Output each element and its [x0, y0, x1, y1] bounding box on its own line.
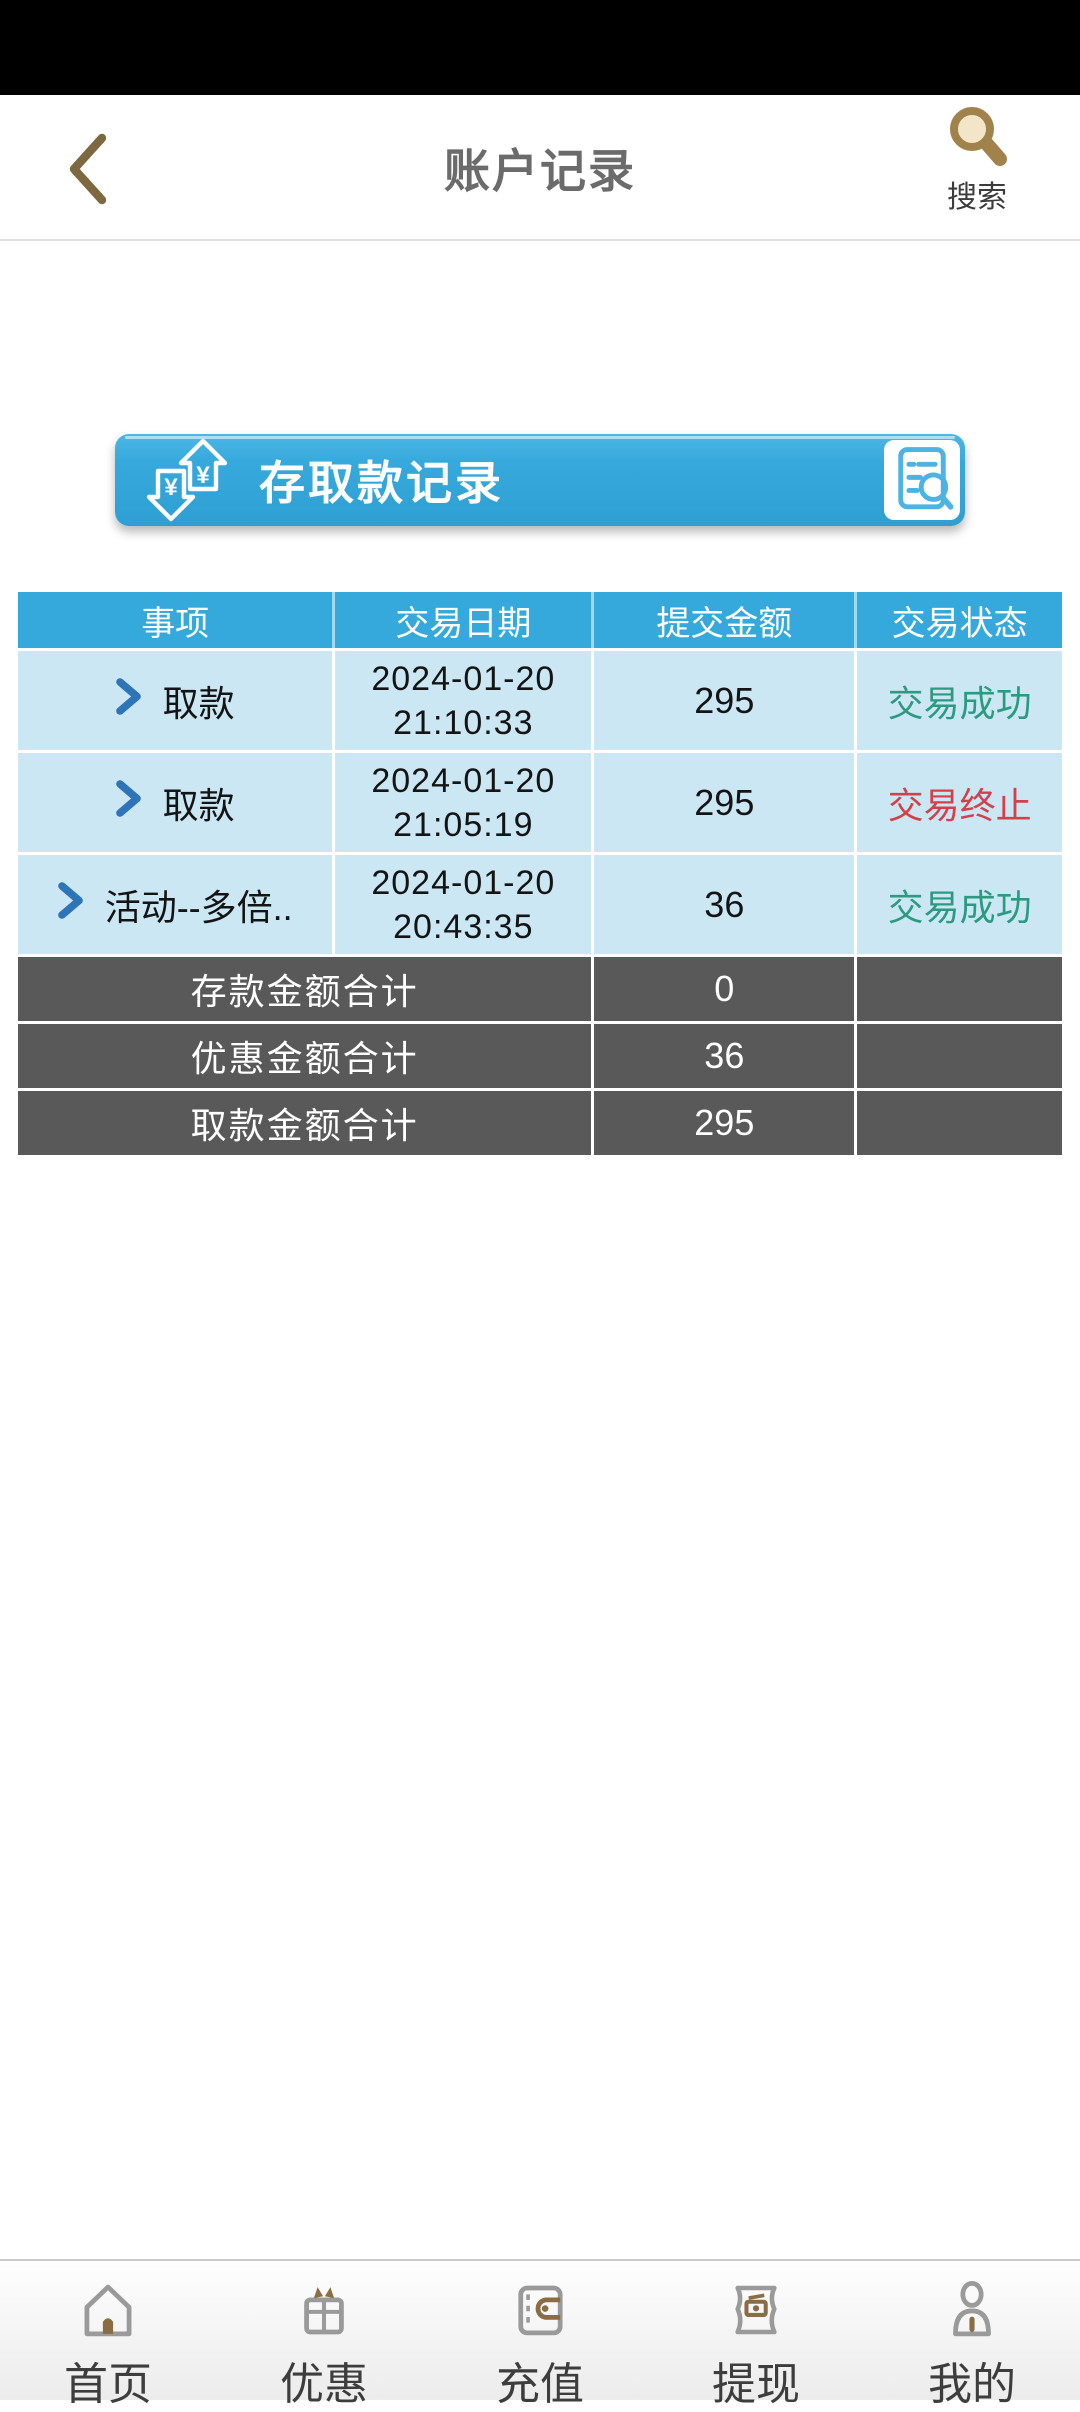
back-button[interactable]	[52, 131, 122, 211]
row-status: 交易成功	[887, 682, 1032, 724]
page-title: 账户记录	[444, 145, 636, 197]
banner-title: 存取款记录	[259, 457, 504, 509]
summary-empty-cell	[857, 957, 1062, 1021]
summary-amount: 0	[594, 957, 858, 1021]
record-search-button[interactable]	[884, 440, 960, 520]
table-row[interactable]: 取款 2024-01-20 21:10:33 295 交易成功	[18, 651, 1062, 750]
row-amount: 295	[594, 753, 858, 852]
bottom-nav: 首页 优惠 充值	[0, 2259, 1080, 2409]
row-expand-chevron-icon	[57, 881, 85, 928]
row-item-label: 取款	[162, 682, 235, 724]
row-expand-chevron-icon	[115, 677, 143, 724]
home-icon	[74, 2277, 142, 2348]
nav-item-promotions[interactable]: 优惠	[216, 2261, 432, 2409]
summary-row-bonus-total: 优惠金额合计 36	[18, 1024, 1062, 1088]
status-bar	[0, 0, 1080, 95]
nav-label: 提现	[712, 2360, 800, 2409]
row-date: 2024-01-20 21:10:33	[335, 651, 595, 750]
deposit-withdraw-banner: ¥ ¥ 存取款记录	[115, 434, 965, 526]
summary-row-withdraw-total: 取款金额合计 295	[18, 1091, 1062, 1155]
withdraw-icon	[722, 2277, 790, 2348]
summary-empty-cell	[857, 1091, 1062, 1155]
summary-label: 取款金额合计	[18, 1091, 595, 1155]
nav-item-home[interactable]: 首页	[0, 2261, 216, 2409]
deposit-withdraw-icon: ¥ ¥	[143, 435, 237, 525]
nav-item-withdraw[interactable]: 提现	[648, 2261, 864, 2409]
row-amount: 295	[594, 651, 858, 750]
column-header-amount: 提交金额	[594, 592, 858, 648]
app-header: 账户记录 搜索	[0, 95, 1080, 241]
summary-label: 存款金额合计	[18, 957, 595, 1021]
row-item-label: 取款	[162, 784, 235, 826]
records-table: 事项 交易日期 提交金额 交易状态 取款 2024-01-20 21:10:33…	[18, 592, 1062, 1155]
row-amount: 36	[594, 855, 858, 954]
row-expand-chevron-icon	[115, 779, 143, 826]
nav-label: 我的	[928, 2360, 1016, 2409]
row-item-label: 活动--多倍..	[104, 886, 293, 928]
svg-text:¥: ¥	[164, 474, 178, 501]
nav-item-recharge[interactable]: 充值	[432, 2261, 648, 2409]
nav-item-mine[interactable]: 我的	[864, 2261, 1080, 2409]
document-search-icon	[889, 443, 955, 518]
nav-label: 首页	[64, 2360, 152, 2409]
search-button[interactable]: 搜索	[922, 103, 1032, 216]
summary-amount: 36	[594, 1024, 858, 1088]
row-date: 2024-01-20 20:43:35	[335, 855, 595, 954]
nav-label: 充值	[496, 2360, 584, 2409]
summary-empty-cell	[857, 1024, 1062, 1088]
nav-label: 优惠	[280, 2360, 368, 2409]
row-date: 2024-01-20 21:05:19	[335, 753, 595, 852]
row-status: 交易成功	[887, 886, 1032, 928]
wallet-icon	[506, 2277, 574, 2348]
column-header-date: 交易日期	[335, 592, 595, 648]
table-row[interactable]: 活动--多倍.. 2024-01-20 20:43:35 36 交易成功	[18, 855, 1062, 954]
summary-label: 优惠金额合计	[18, 1024, 595, 1088]
search-label: 搜索	[947, 181, 1007, 214]
svg-text:¥: ¥	[196, 462, 210, 489]
back-chevron-icon	[60, 132, 114, 211]
summary-amount: 295	[594, 1091, 858, 1155]
table-row[interactable]: 取款 2024-01-20 21:05:19 295 交易终止	[18, 753, 1062, 852]
gift-icon	[290, 2277, 358, 2348]
summary-row-deposit-total: 存款金额合计 0	[18, 957, 1062, 1021]
column-header-item: 事项	[18, 592, 336, 648]
table-header-row: 事项 交易日期 提交金额 交易状态	[18, 592, 1062, 648]
column-header-status: 交易状态	[891, 604, 1028, 643]
search-icon	[944, 107, 1010, 173]
user-icon	[938, 2277, 1006, 2348]
row-status: 交易终止	[887, 784, 1032, 826]
